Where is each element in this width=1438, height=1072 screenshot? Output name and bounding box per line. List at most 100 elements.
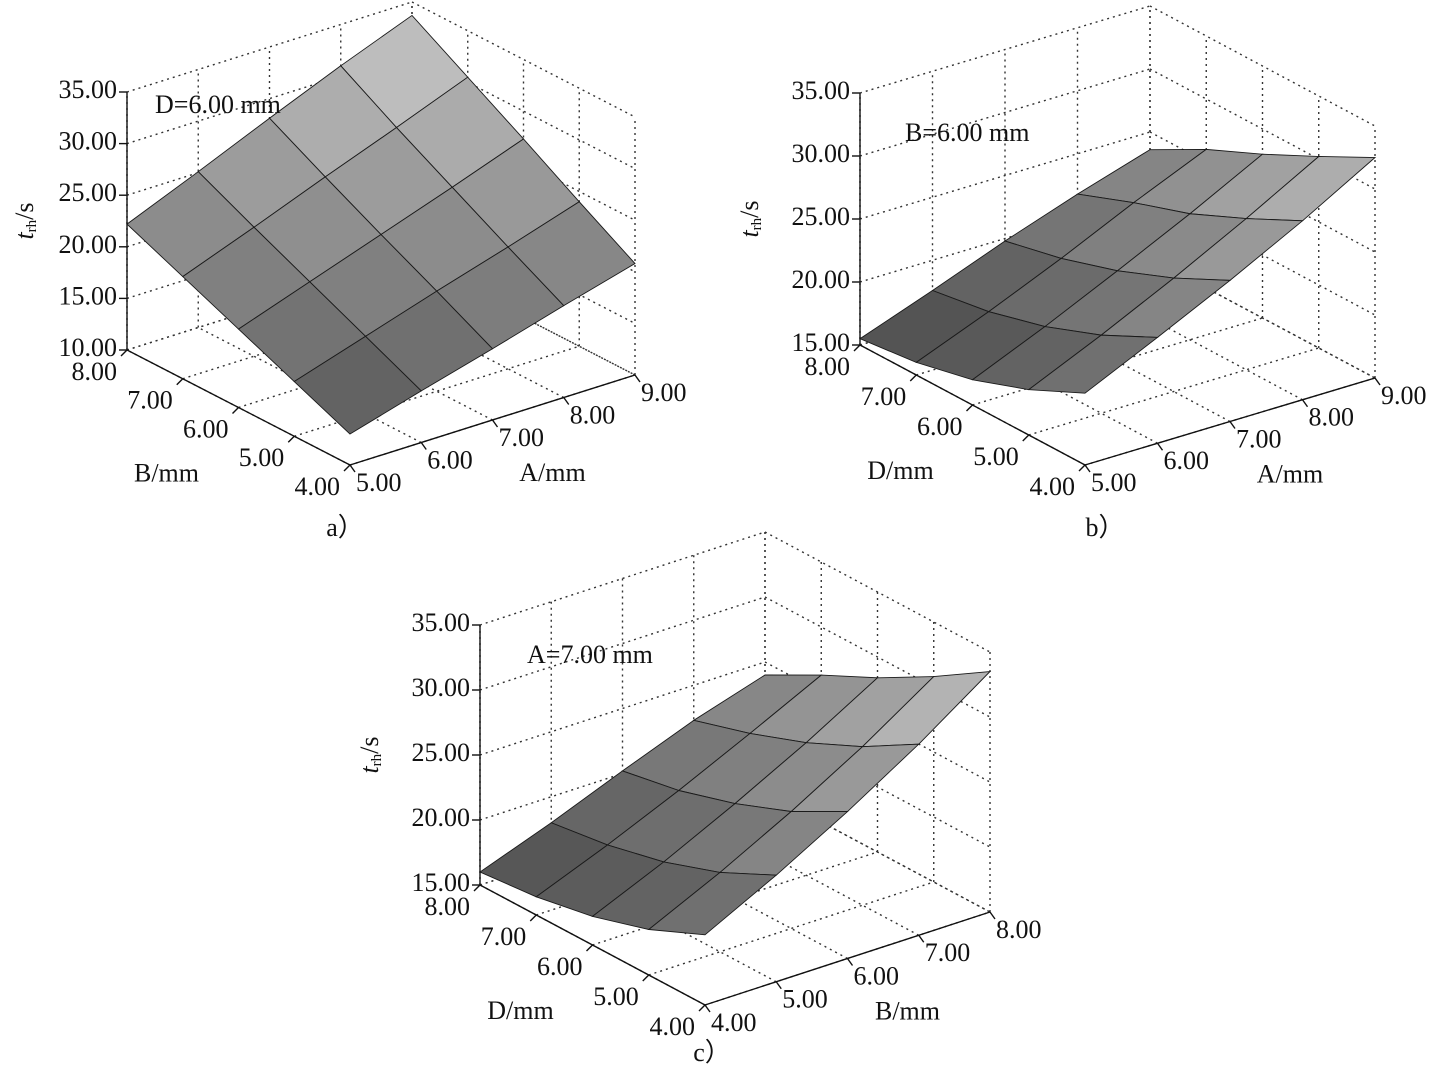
x-tick-label: 7.00 — [1236, 424, 1282, 453]
x-tick-mark — [634, 374, 641, 383]
y-tick-label: 7.00 — [127, 386, 173, 415]
x-tick-mark — [846, 958, 854, 966]
y-tick-label: 8.00 — [425, 892, 471, 921]
z-label-unit: /s — [355, 736, 384, 753]
z-tick-label: 35.00 — [792, 76, 851, 105]
z-label-var: t — [735, 230, 764, 238]
z-label-sub: rh — [749, 217, 765, 230]
z-label-var: t — [355, 766, 384, 774]
z-grid-line — [859, 68, 1151, 157]
z-tick-label: 30.00 — [59, 127, 118, 156]
z-grid-line — [479, 531, 766, 626]
y-tick-mark — [1078, 464, 1086, 472]
y-tick-mark — [909, 374, 917, 382]
z-grid-line — [1149, 5, 1376, 127]
y-tick-mark — [586, 944, 593, 952]
z-label-unit: /s — [10, 202, 39, 219]
x-axis-label: A/mm — [1257, 459, 1323, 488]
y-tick-mark — [642, 974, 650, 982]
y-tick-label: 6.00 — [537, 952, 583, 981]
x-tick-label: 8.00 — [570, 400, 616, 429]
z-grid-line — [764, 596, 991, 718]
x-tick-label: 8.00 — [996, 915, 1042, 944]
x-tick-label: 7.00 — [925, 938, 971, 967]
y-axis-line — [859, 344, 1086, 466]
y-axis-label: D/mm — [487, 996, 553, 1025]
y-tick-label: 5.00 — [973, 442, 1019, 471]
x-tick-mark — [918, 934, 925, 943]
y-axis-line — [479, 884, 706, 1006]
x-tick-label: 9.00 — [1381, 381, 1427, 410]
z-grid-line — [1149, 68, 1376, 190]
surface-face — [647, 871, 778, 936]
x-tick-label: 5.00 — [782, 985, 828, 1014]
surface-face — [1027, 334, 1159, 394]
y-tick-label: 7.00 — [861, 382, 907, 411]
z-tick-label: 15.00 — [792, 328, 851, 357]
surface-face — [293, 335, 422, 435]
z-tick-label: 15.00 — [412, 868, 471, 897]
z-tick-label: 10.00 — [59, 333, 118, 362]
z-tick-label: 20.00 — [792, 265, 851, 294]
x-grid-line — [1077, 279, 1303, 401]
x-grid-line — [693, 814, 920, 936]
y-tick-mark — [966, 404, 973, 412]
x-tick-mark — [420, 442, 427, 450]
x-tick-mark — [1156, 442, 1164, 451]
x-tick-mark — [1301, 399, 1309, 408]
z-label-unit: /s — [735, 200, 764, 217]
x-tick-label: 5.00 — [356, 468, 402, 497]
y-tick-mark — [473, 884, 481, 892]
y-axis-label: D/mm — [867, 456, 933, 485]
y-tick-mark — [1022, 434, 1030, 442]
y-grid-line — [592, 851, 878, 946]
x-axis-line — [704, 911, 991, 1006]
x-tick-label: 5.00 — [1091, 468, 1137, 497]
z-grid-line — [479, 661, 766, 756]
x-tick-mark — [1084, 464, 1091, 473]
caption: a） — [326, 513, 364, 542]
caption: c） — [693, 1038, 731, 1067]
z-label-sub: rh — [24, 219, 40, 232]
z-grid-line — [859, 5, 1151, 94]
z-tick-label: 20.00 — [59, 230, 118, 259]
x-tick-mark — [775, 981, 782, 990]
x-tick-mark — [491, 419, 499, 428]
y-tick-label: 5.00 — [593, 982, 639, 1011]
y-grid-line — [1028, 347, 1319, 436]
z-grid-line — [479, 726, 766, 821]
x-axis-line — [1084, 377, 1376, 466]
annotation: A=7.00 mm — [527, 640, 653, 669]
x-tick-label: 6.00 — [427, 445, 473, 474]
z-grid-line — [126, 52, 413, 145]
z-tick-label: 30.00 — [792, 139, 851, 168]
z-grid-line — [126, 104, 413, 196]
y-tick-mark — [698, 1004, 706, 1012]
y-grid-line — [648, 881, 934, 976]
z-axis-label: trh/s — [735, 200, 765, 237]
z-grid-line — [479, 596, 766, 691]
y-tick-label: 8.00 — [805, 352, 851, 381]
x-tick-mark — [349, 464, 356, 473]
x-tick-label: 8.00 — [1309, 403, 1355, 432]
z-tick-label: 15.00 — [59, 281, 118, 310]
z-tick-label: 35.00 — [59, 75, 118, 104]
x-tick-mark — [563, 397, 570, 405]
y-grid-line — [126, 259, 413, 351]
z-tick-label: 25.00 — [792, 202, 851, 231]
x-tick-label: 6.00 — [1164, 446, 1210, 475]
z-label-var: t — [10, 232, 39, 240]
caption: b） — [1085, 513, 1124, 542]
y-tick-mark — [343, 464, 351, 472]
x-axis-line — [349, 374, 636, 466]
z-label-sub: rh — [369, 753, 385, 766]
x-tick-label: 4.00 — [711, 1008, 757, 1037]
x-tick-mark — [704, 1004, 711, 1013]
x-tick-label: 9.00 — [641, 378, 687, 407]
y-tick-mark — [176, 378, 184, 386]
x-axis-label: B/mm — [875, 996, 940, 1025]
y-tick-label: 4.00 — [1030, 472, 1076, 501]
z-tick-label: 25.00 — [412, 738, 471, 767]
